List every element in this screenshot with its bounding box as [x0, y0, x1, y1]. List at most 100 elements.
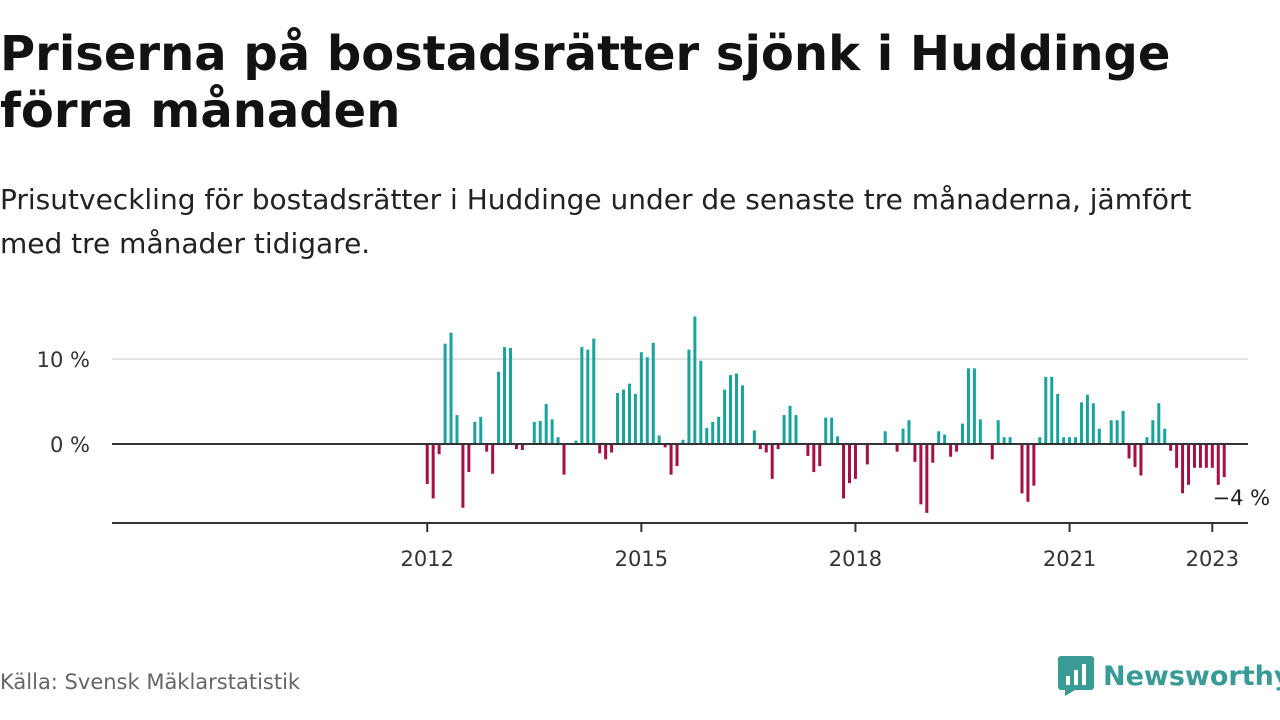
bar [1109, 420, 1113, 444]
bar [782, 415, 786, 444]
bar [497, 371, 501, 444]
bar [901, 428, 905, 444]
bar [461, 444, 465, 508]
bar [895, 444, 899, 452]
bar [776, 444, 780, 450]
bar [943, 434, 947, 444]
bar [729, 375, 733, 444]
bar [1062, 437, 1066, 444]
bar [616, 393, 620, 444]
bar [705, 427, 709, 444]
x-tick-label: 2012 [400, 547, 453, 571]
bar [1038, 437, 1042, 444]
bar [966, 368, 970, 444]
axis-layer [112, 443, 1248, 532]
bar [824, 417, 828, 444]
bar [711, 421, 715, 444]
bar [449, 332, 453, 444]
bar [1115, 420, 1119, 444]
bar [610, 444, 614, 453]
bar [883, 431, 887, 444]
bar [949, 444, 953, 457]
bar [842, 444, 846, 499]
bar [764, 444, 768, 453]
bar [592, 338, 596, 444]
bar [437, 444, 441, 455]
last-value-annotation: −4 % [1213, 486, 1271, 510]
bar [907, 420, 911, 444]
bar [1091, 403, 1095, 444]
bar [550, 419, 554, 444]
bar [580, 347, 584, 444]
bar [657, 435, 661, 444]
bar [1002, 437, 1006, 444]
bar [503, 347, 507, 444]
bar [431, 444, 435, 499]
bar [639, 352, 643, 444]
bar [467, 444, 471, 473]
bar [532, 421, 536, 444]
bar [818, 444, 822, 467]
bar [1181, 444, 1185, 494]
bar [937, 431, 941, 444]
bar [919, 444, 923, 505]
bar [544, 404, 548, 444]
bar [574, 440, 578, 444]
bar [990, 444, 994, 460]
bars-layer [425, 316, 1226, 513]
bar [1163, 428, 1167, 444]
x-tick-label: 2023 [1186, 547, 1239, 571]
bar [455, 415, 459, 444]
bar [1198, 444, 1202, 468]
bar [717, 416, 721, 444]
bar [604, 444, 608, 460]
bar [931, 444, 935, 463]
bar [473, 421, 477, 444]
bar [972, 368, 976, 444]
label-layer: 0 % 10 % 2012 2015 2018 2021 2023 −4 % [37, 348, 1270, 571]
brand-logo[interactable]: Newsworthy [1058, 654, 1280, 698]
bar [853, 444, 857, 479]
bar [752, 430, 756, 444]
bar [479, 416, 483, 444]
bar [1056, 393, 1060, 444]
bar [675, 444, 679, 467]
bar [848, 444, 852, 484]
x-tick-label: 2018 [829, 547, 882, 571]
bar [443, 343, 447, 444]
bar [1008, 437, 1012, 444]
bar [1127, 444, 1131, 459]
bar [693, 316, 697, 444]
bar [538, 421, 542, 444]
bar [1157, 403, 1161, 444]
bar [735, 373, 738, 444]
bar [955, 444, 959, 452]
bar [520, 444, 524, 450]
bar [806, 444, 810, 456]
x-tick-label: 2021 [1043, 547, 1096, 571]
bar [586, 349, 590, 444]
bar [723, 389, 727, 444]
bar [1097, 428, 1101, 444]
bar [562, 444, 566, 475]
bar [1050, 376, 1054, 444]
bar [925, 444, 929, 513]
y-tick-label: 10 % [37, 348, 90, 372]
bar-chart: 0 % 10 % 2012 2015 2018 2021 2023 −4 % [37, 316, 1270, 571]
bar [1222, 444, 1226, 478]
bar [627, 383, 631, 444]
bar [961, 423, 965, 444]
bar [1210, 444, 1214, 468]
newsworthy-logo-icon [1058, 656, 1094, 696]
bar [687, 349, 691, 444]
bar [1192, 444, 1196, 468]
bar [1175, 444, 1179, 468]
bar [794, 415, 798, 444]
bar [913, 444, 917, 462]
bar [699, 360, 703, 444]
bar [669, 444, 673, 475]
bar [1151, 420, 1155, 444]
bar [1074, 437, 1078, 444]
bar [788, 405, 792, 444]
bar [1204, 444, 1208, 468]
